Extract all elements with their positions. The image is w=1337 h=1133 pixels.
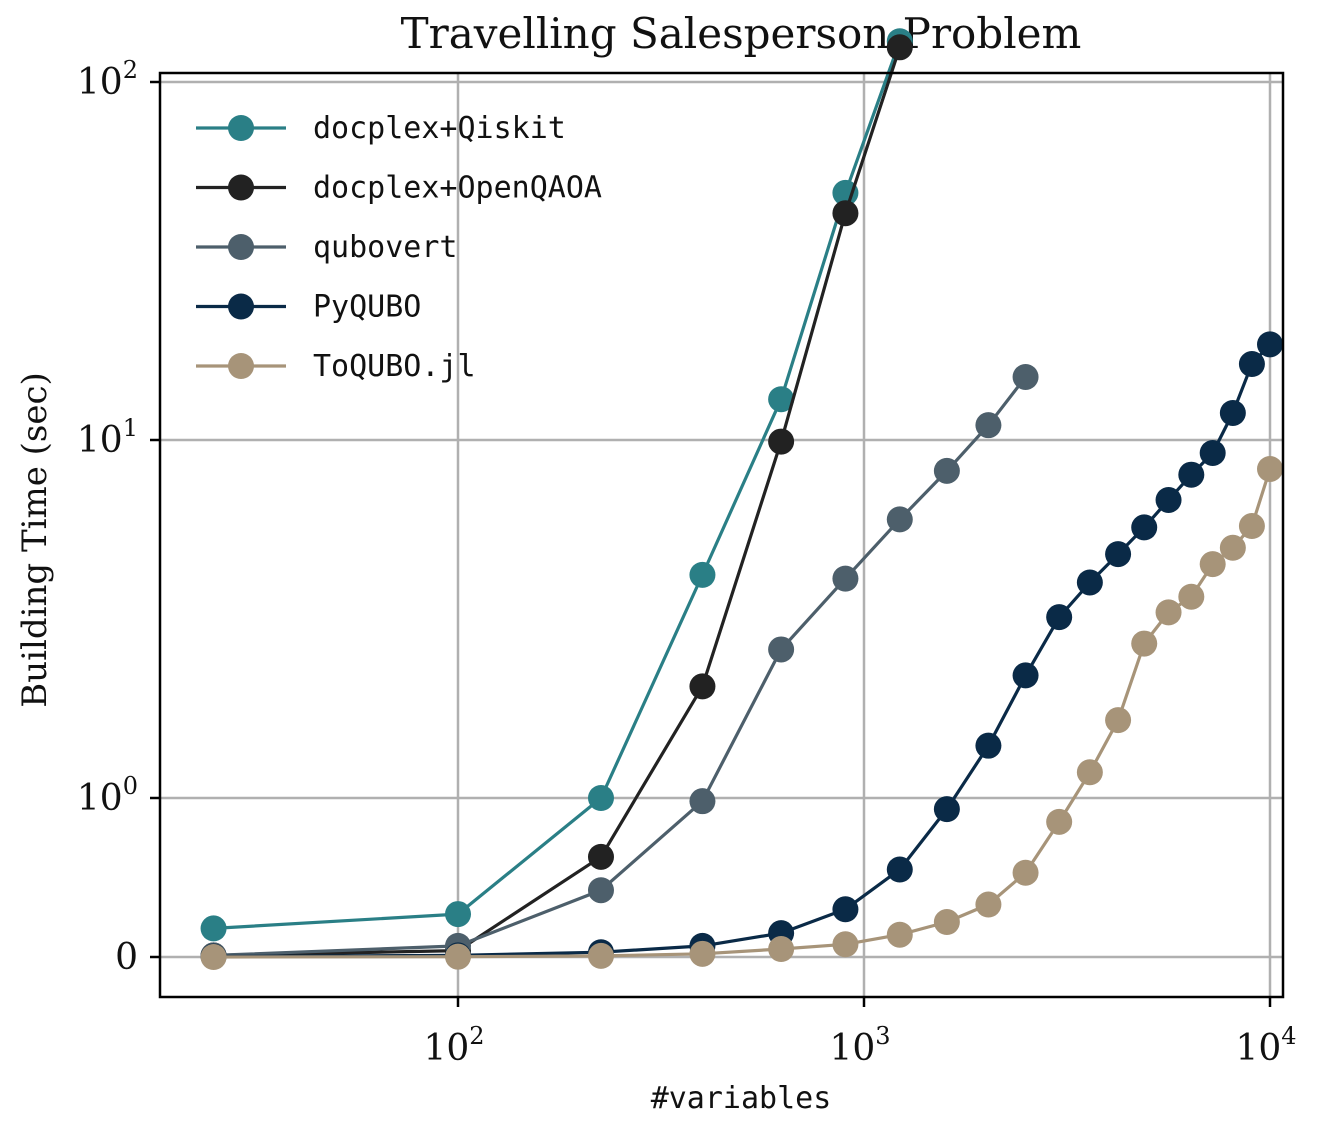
legend-marker — [228, 353, 254, 379]
data-point-pyqubo — [886, 856, 913, 883]
data-point-toqubo-jl — [1076, 759, 1103, 786]
data-point-pyqubo — [1046, 604, 1073, 631]
y-tick-label: 0 — [115, 937, 138, 978]
data-point-toqubo-jl — [768, 936, 795, 963]
data-point-qubovert — [689, 788, 716, 815]
data-point-toqubo-jl — [1199, 551, 1226, 578]
data-point-toqubo-jl — [1238, 513, 1265, 540]
data-point-toqubo-jl — [587, 942, 614, 969]
legend-marker — [228, 115, 254, 141]
data-point-qubovert — [933, 457, 960, 484]
data-point-toqubo-jl — [1155, 599, 1182, 626]
chart-title: Travelling Salesperson Problem — [401, 9, 1082, 58]
data-point-toqubo-jl — [1219, 534, 1246, 561]
series-line-qubovert — [213, 376, 1027, 957]
series-line-pyqubo — [213, 343, 1272, 959]
legend-label: ToQUBO.jl — [313, 349, 476, 384]
y-tick-label: 102 — [77, 56, 138, 103]
data-point-toqubo-jl — [832, 931, 859, 958]
data-point-qubovert — [832, 565, 859, 592]
data-point-toqubo-jl — [1257, 455, 1283, 482]
data-point-toqubo-jl — [1012, 859, 1039, 886]
data-point-toqubo-jl — [445, 943, 471, 970]
legend-item-pyqubo: PyQUBO — [196, 290, 421, 325]
data-point-docplex-qiskit — [445, 901, 471, 928]
data-point-toqubo-jl — [975, 891, 1002, 918]
series-pyqubo — [200, 331, 1283, 970]
data-point-pyqubo — [1105, 541, 1132, 568]
data-point-pyqubo — [1257, 331, 1283, 358]
data-point-pyqubo — [1131, 514, 1158, 541]
series-toqubo-jl — [200, 455, 1283, 970]
data-point-toqubo-jl — [886, 921, 913, 948]
legend: docplex+Qiskit docplex+OpenQAOA qubovert Py… — [196, 111, 602, 384]
data-point-docplex-openqaoa — [587, 843, 614, 870]
series-layer — [200, 28, 1283, 970]
data-point-pyqubo — [1219, 399, 1246, 426]
data-point-pyqubo — [975, 732, 1002, 759]
legend-marker — [228, 293, 254, 320]
data-point-toqubo-jl — [689, 940, 716, 967]
data-point-pyqubo — [1155, 486, 1182, 513]
y-tick-label: 101 — [77, 414, 138, 461]
axis-ticks: 102 103 104 0 100 101 102 — [77, 56, 1297, 1069]
data-point-pyqubo — [1012, 662, 1039, 689]
data-point-toqubo-jl — [933, 909, 960, 936]
legend-item-docplex-openqaoa: docplex+OpenQAOA — [196, 171, 602, 206]
legend-marker — [228, 174, 254, 201]
data-point-pyqubo — [832, 896, 859, 923]
data-point-toqubo-jl — [1046, 808, 1073, 835]
legend-label: docplex+OpenQAOA — [313, 171, 602, 206]
data-point-pyqubo — [933, 796, 960, 823]
legend-item-docplex-qiskit: docplex+Qiskit — [196, 111, 566, 146]
x-tick-label: 102 — [423, 1022, 484, 1069]
legend-label: qubovert — [313, 230, 458, 265]
data-point-qubovert — [886, 506, 913, 533]
legend-item-qubovert: qubovert — [196, 230, 458, 265]
legend-label: PyQUBO — [313, 290, 421, 325]
data-point-qubovert — [587, 877, 614, 904]
data-point-docplex-openqaoa — [768, 428, 795, 455]
data-point-pyqubo — [1178, 461, 1205, 488]
x-tick-label: 104 — [1235, 1022, 1296, 1069]
series-docplex-qiskit — [200, 28, 913, 942]
data-point-qubovert — [975, 412, 1002, 439]
legend-label: docplex+Qiskit — [313, 111, 566, 146]
data-point-docplex-qiskit — [689, 561, 716, 588]
data-point-docplex-qiskit — [200, 915, 227, 942]
x-tick-label: 103 — [829, 1022, 890, 1069]
data-point-qubovert — [768, 636, 795, 663]
x-axis-label: #variables — [651, 1081, 832, 1116]
data-point-pyqubo — [1238, 351, 1265, 378]
data-point-docplex-openqaoa — [689, 673, 716, 700]
legend-item-toqubo-jl: ToQUBO.jl — [196, 349, 476, 384]
plot-frame — [158, 71, 1285, 999]
data-point-toqubo-jl — [1105, 707, 1132, 734]
data-point-docplex-openqaoa — [886, 34, 913, 61]
data-point-qubovert — [1012, 363, 1039, 390]
data-point-toqubo-jl — [1131, 630, 1158, 657]
data-point-docplex-qiskit — [587, 785, 614, 811]
y-tick-label: 100 — [77, 772, 138, 819]
data-point-docplex-qiskit — [768, 386, 795, 413]
data-point-pyqubo — [1076, 569, 1103, 596]
data-point-toqubo-jl — [200, 944, 227, 970]
data-point-toqubo-jl — [1178, 583, 1205, 610]
data-point-pyqubo — [1199, 439, 1226, 466]
legend-marker — [228, 234, 254, 260]
series-qubovert — [200, 363, 1039, 969]
data-point-docplex-qiskit — [832, 179, 859, 206]
data-point-docplex-openqaoa — [832, 200, 859, 227]
y-axis-label: Building Time (sec) — [15, 372, 55, 708]
